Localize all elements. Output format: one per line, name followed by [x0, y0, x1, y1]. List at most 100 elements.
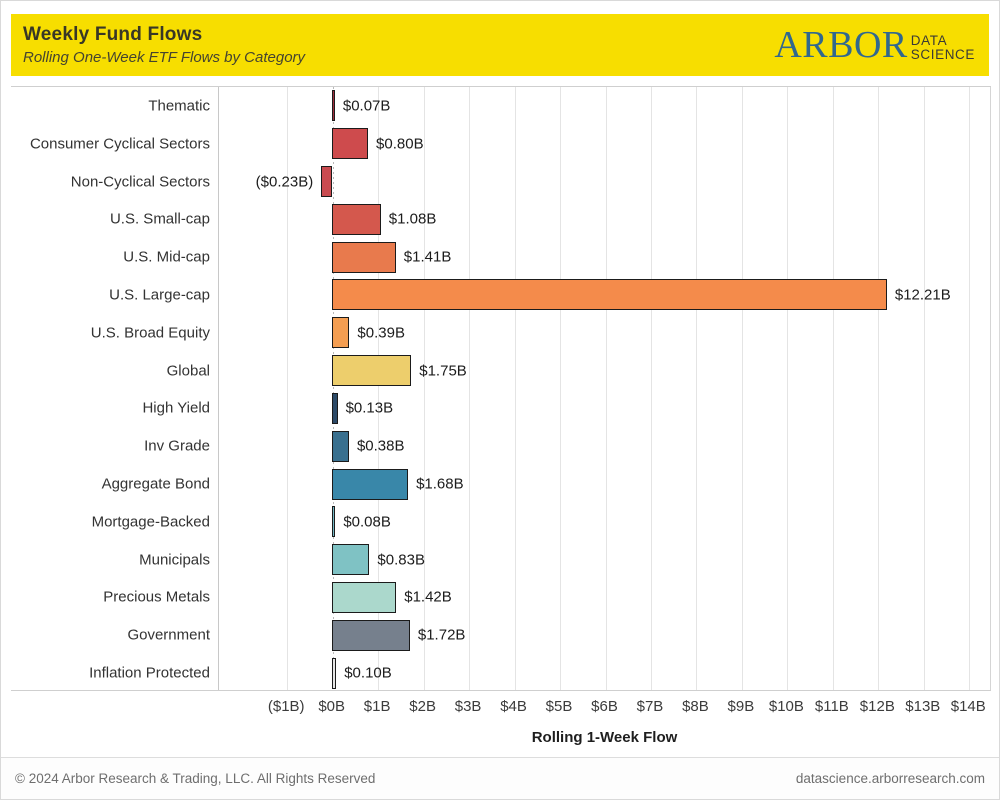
x-tick-label: $7B: [636, 698, 664, 715]
bar-thematic[interactable]: [331, 90, 335, 122]
gridline: [423, 87, 425, 690]
x-tick-label: $8B: [682, 698, 709, 715]
gridline: [287, 87, 289, 690]
bar-consumer-cyclical-sectors[interactable]: [331, 128, 369, 160]
bar-high-yield[interactable]: [331, 392, 338, 424]
chart-row: Non-Cyclical Sectors ($0.23B): [11, 163, 991, 201]
x-tick-label: $0B: [318, 698, 346, 715]
chart-row: Mortgage-Backed $0.08B: [11, 503, 991, 541]
chart-row: Inv Grade $0.38B: [11, 427, 991, 465]
category-label: Inv Grade: [144, 437, 210, 455]
page-title: Weekly Fund Flows: [23, 24, 203, 45]
x-tick-label: ($1B): [267, 698, 305, 715]
chart-row: Thematic $0.07B: [11, 87, 991, 125]
category-label: Global: [166, 362, 210, 380]
chart-row: Consumer Cyclical Sectors $0.80B: [11, 125, 991, 163]
bar-mortgage-backed[interactable]: [331, 506, 336, 538]
value-label: $0.07B: [342, 97, 391, 115]
chart-row: Inflation Protected $0.10B: [11, 654, 991, 692]
website-text: datascience.arborresearch.com: [795, 771, 985, 786]
category-label: Thematic: [148, 97, 210, 115]
logo-tag-line1: DATA: [910, 33, 948, 48]
x-tick-label: $2B: [409, 698, 436, 715]
chart-row: Aggregate Bond $1.68B: [11, 465, 991, 503]
x-tick-label: $6B: [591, 698, 618, 715]
gridline: [741, 87, 743, 690]
category-label: Consumer Cyclical Sectors: [29, 135, 210, 153]
gridline: [469, 87, 471, 690]
value-label: $0.38B: [356, 437, 405, 455]
bar-aggregate-bond[interactable]: [331, 468, 409, 500]
gridline: [878, 87, 880, 690]
value-label: $0.39B: [357, 324, 405, 342]
x-tick-label: $3B: [454, 698, 482, 715]
bar-u-s-small-cap[interactable]: [331, 203, 381, 235]
x-tick-label: $10B: [768, 698, 804, 715]
category-label: Non-Cyclical Sectors: [70, 173, 210, 191]
bar-inv-grade[interactable]: [331, 430, 349, 462]
plot-area: [218, 87, 991, 690]
footer: © 2024 Arbor Research & Trading, LLC. Al…: [1, 757, 999, 799]
value-label: $1.08B: [388, 210, 437, 228]
gridline: [514, 87, 516, 690]
gridline: [969, 87, 971, 690]
bar-precious-metals[interactable]: [331, 581, 397, 613]
bar-non-cyclical-sectors[interactable]: [321, 166, 332, 198]
logo-tagline: DATA SCIENCE: [911, 34, 975, 62]
category-label: U.S. Broad Equity: [90, 324, 210, 342]
chart-rows: Thematic $0.07B Consumer Cyclical Sectors $…: [11, 87, 991, 690]
copyright-text: © 2024 Arbor Research & Trading, LLC. Al…: [15, 771, 376, 786]
x-tick-label: $1B: [363, 698, 391, 715]
bar-global[interactable]: [331, 355, 412, 387]
bar-chart: Thematic $0.07B Consumer Cyclical Sectors $…: [11, 86, 991, 691]
zero-baseline: [332, 87, 334, 690]
x-tick-label: $12B: [859, 698, 895, 715]
bar-u-s-broad-equity[interactable]: [331, 317, 350, 349]
category-label: Aggregate Bond: [101, 475, 210, 493]
x-tick-label: $9B: [727, 698, 755, 715]
value-label: $0.08B: [343, 513, 391, 531]
chart-row: U.S. Small-cap $1.08B: [11, 200, 991, 238]
value-label: $1.75B: [419, 362, 467, 380]
gridline: [378, 87, 380, 690]
category-label: Municipals: [139, 551, 210, 569]
value-label: $1.41B: [403, 248, 452, 266]
chart-row: Global $1.75B: [11, 352, 991, 390]
bar-inflation-protected[interactable]: [331, 657, 337, 689]
chart-row: U.S. Large-cap $12.21B: [11, 276, 991, 314]
gridline: [696, 87, 698, 690]
chart-row: Municipals $0.83B: [11, 541, 991, 579]
value-label: $1.72B: [417, 626, 466, 644]
chart-row: High Yield $0.13B: [11, 390, 991, 428]
header-banner: Weekly Fund Flows Rolling One-Week ETF F…: [11, 14, 989, 76]
value-label: ($0.23B): [255, 173, 314, 191]
gridline: [787, 87, 789, 690]
category-label: Precious Metals: [103, 588, 210, 606]
gridline: [605, 87, 607, 690]
x-axis-title: Rolling 1-Week Flow: [531, 729, 678, 746]
chart-row: U.S. Mid-cap $1.41B: [11, 238, 991, 276]
category-label: Mortgage-Backed: [91, 513, 210, 531]
gridline: [832, 87, 834, 690]
value-label: $0.80B: [376, 135, 424, 153]
bar-government[interactable]: [331, 619, 410, 651]
value-label: $0.13B: [345, 399, 394, 417]
value-label: $1.68B: [416, 475, 464, 493]
value-label: $1.42B: [404, 588, 452, 606]
category-label: U.S. Small-cap: [109, 210, 210, 228]
x-tick-label: $13B: [905, 698, 941, 715]
bar-u-s-mid-cap[interactable]: [331, 241, 396, 273]
bar-municipals[interactable]: [331, 544, 370, 576]
category-label: Government: [127, 626, 210, 644]
bar-u-s-large-cap[interactable]: [331, 279, 887, 311]
logo-tag-line2: SCIENCE: [910, 47, 975, 62]
x-tick-label: $11B: [814, 698, 849, 715]
x-axis-ticks: ($1B) $0B $1B $2B $3B $4B $5B $6B $7B $8B $9B $10B $…: [218, 698, 991, 718]
page-subtitle: Rolling One-Week ETF Flows by Category: [23, 49, 306, 66]
gridline: [923, 87, 925, 690]
header-titles: Weekly Fund Flows Rolling One-Week ETF F…: [23, 24, 774, 66]
chart-row: U.S. Broad Equity $0.39B: [11, 314, 991, 352]
x-tick-label: $5B: [545, 698, 573, 715]
arbor-logo: ARBOR DATA SCIENCE: [774, 26, 975, 64]
